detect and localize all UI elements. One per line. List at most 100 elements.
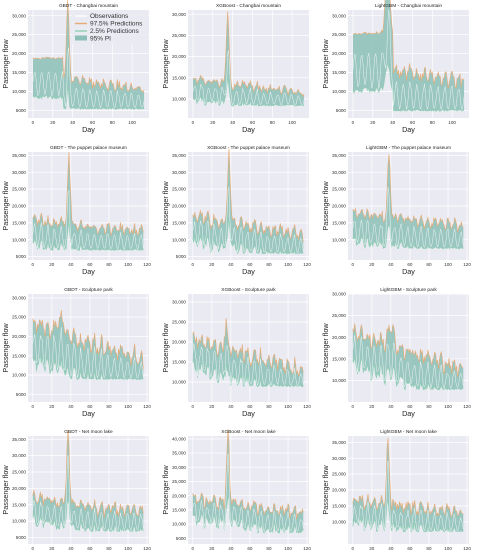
panel-6: 0 20 40 60 80 100 120 10,000 15,000 20,000 25,000 3… (321, 145, 471, 276)
x-tick-label: 100 (124, 262, 132, 267)
x-tick-label: 40 (68, 546, 74, 550)
x-tick-label: 60 (87, 262, 93, 267)
panel-5: 0 20 40 60 80 100 120 5000 10,000 15,000 20,000 25,… (161, 145, 311, 276)
y-tick-label: 30,000 (12, 170, 26, 175)
y-tick-label: 15,000 (12, 70, 26, 75)
pi-band (32, 430, 144, 532)
x-axis-label: Day (402, 125, 415, 134)
lower-prediction-line (192, 359, 304, 388)
pi-band (32, 152, 144, 251)
upper-prediction-line (192, 429, 304, 520)
panel-title: GBDT - Sculpture park (64, 287, 113, 293)
x-tick-label: 20 (49, 404, 55, 409)
y-tick-label: 35,000 (12, 153, 26, 158)
panel-title: XGBoost - The puppet palace museum (207, 145, 290, 151)
observations-line (192, 453, 304, 533)
x-tick-label: 120 (303, 546, 311, 550)
lower-prediction-line (192, 218, 304, 255)
upper-prediction-line (32, 309, 144, 370)
y-tick-label: 10,000 (12, 89, 26, 94)
y-tick-label: 5000 (336, 108, 347, 113)
y-tick-label: 5000 (16, 254, 27, 259)
y-tick-label: 30,000 (12, 295, 26, 300)
observations-line (32, 327, 144, 380)
lower-prediction-line (352, 62, 465, 112)
lower-prediction-line (32, 355, 144, 381)
y-tick-label: 20,000 (332, 335, 346, 340)
pi-band (352, 0, 465, 112)
lower-prediction-line (352, 225, 464, 250)
legend-label-1: Observations (90, 13, 129, 20)
y-tick-label: 30,000 (172, 300, 186, 305)
x-tick-label: 100 (124, 404, 132, 409)
upper-prediction-line (352, 438, 464, 518)
y-tick-label: 25,000 (12, 315, 26, 320)
panel-title: XGBoost - Changbai mountain (216, 3, 281, 9)
y-tick-label: 15,000 (12, 220, 26, 225)
y-axis-label: Passenger flow (161, 323, 170, 373)
panel-11: 0 20 40 60 80 100 120 5000 10,000 15,000 20,000 25,… (161, 429, 311, 550)
y-tick-label: 15,000 (12, 353, 26, 358)
x-tick-label: 0 (31, 404, 34, 409)
y-tick-label: 20,000 (172, 493, 186, 498)
y-tick-label: 20,000 (12, 204, 26, 209)
x-tick-label: 40 (70, 120, 76, 125)
y-tick-label: 40,000 (172, 436, 186, 441)
upper-prediction-line (32, 0, 145, 94)
y-tick-label: 20,000 (172, 204, 186, 209)
panel-3: 0 20 40 60 80 100 5000 10,000 15,000 20,000 25,000… (321, 0, 469, 134)
x-tick-label: 120 (303, 262, 311, 267)
y-tick-label: 30,000 (332, 292, 346, 297)
x-tick-label: 60 (407, 546, 413, 550)
y-tick-label: 10,000 (332, 89, 346, 94)
x-tick-label: 80 (110, 120, 116, 125)
observations-line (32, 47, 145, 109)
y-tick-label: 25,000 (172, 479, 186, 484)
y-tick-label: 15,000 (332, 356, 346, 361)
lower-prediction-line (32, 87, 145, 110)
y-tick-label: 25,000 (332, 187, 346, 192)
x-tick-label: 100 (284, 546, 292, 550)
panel-title: LightGBM - Changbai mountain (375, 3, 443, 9)
y-tick-label: 25,000 (332, 32, 346, 37)
y-tick-label: 20,000 (12, 486, 26, 491)
x-tick-label: 60 (250, 120, 256, 125)
observations-line (192, 186, 304, 254)
y-tick-label: 20,000 (12, 334, 26, 339)
observations-line (192, 343, 304, 387)
y-tick-label: 30,000 (332, 13, 346, 18)
upper-prediction-line (352, 323, 464, 377)
legend-label-4: 95% PI (90, 36, 111, 43)
y-tick-label: 25,000 (172, 320, 186, 325)
pi-band (192, 11, 305, 107)
x-tick-label: 80 (270, 120, 276, 125)
panel-7: 0 20 40 60 80 100 120 5000 10,000 15,000 20,000 25,… (1, 287, 151, 418)
y-tick-label: 25,000 (332, 313, 346, 318)
x-tick-label: 40 (228, 404, 234, 409)
x-tick-label: 40 (68, 404, 74, 409)
observations-line (32, 189, 144, 251)
x-tick-label: 20 (50, 120, 56, 125)
y-tick-label: 15,000 (172, 360, 186, 365)
lower-prediction-line (352, 356, 464, 391)
y-tick-label: 15,000 (332, 70, 346, 75)
lower-prediction-line (352, 501, 464, 533)
y-tick-label: 25,000 (12, 32, 26, 37)
y-tick-label: 25,000 (172, 33, 186, 38)
y-axis-label: Passenger flow (321, 465, 330, 515)
y-axis-label: Passenger flow (1, 465, 10, 515)
x-tick-label: 20 (209, 262, 215, 267)
x-tick-label: 120 (463, 262, 471, 267)
y-tick-label: 30,000 (12, 453, 26, 458)
x-axis-label: Day (82, 125, 95, 134)
lower-prediction-line (32, 222, 144, 252)
legend-swatch-4 (75, 35, 87, 41)
x-axis-label: Day (402, 267, 415, 276)
x-tick-label: 80 (266, 546, 272, 550)
y-tick-label: 20,000 (332, 51, 346, 56)
observations-line (352, 335, 464, 390)
y-axis-label: Passenger flow (161, 465, 170, 515)
x-tick-label: 80 (106, 262, 112, 267)
